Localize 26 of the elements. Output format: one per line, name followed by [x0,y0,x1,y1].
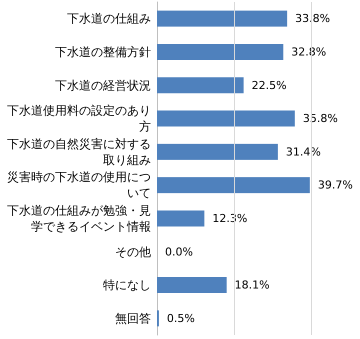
y-tick-label: 下水道の自然災害に対する取り組み [7,136,151,167]
y-tick-label: 無回答 [115,311,151,326]
y-tick-label: 下水道使用料の設定のあり方 [7,104,151,134]
data-label: 33.8% [295,12,330,26]
y-tick-label: 下水道の整備方針 [55,44,151,59]
bar [157,210,204,226]
bar [157,44,284,60]
data-label: 0.5% [166,312,195,325]
bar [157,77,244,94]
bar [157,277,227,294]
data-label: 18.1% [234,278,270,292]
y-tick-label: 下水道の仕組みが勉強・見学できるイベント情報 [7,203,151,234]
data-label: 39.7% [318,178,353,192]
data-label: 0.0% [165,245,193,258]
y-tick-label: 特になし [103,278,151,292]
data-label: 22.5% [252,78,287,92]
bar [157,110,295,127]
y-tick-label: 下水道の経営状況 [55,78,151,92]
y-tick-label: 災害時の下水道の使用について [7,170,151,200]
data-label: 31.4% [286,145,321,158]
y-tick-label: 下水道の仕組み [67,12,151,26]
bar [157,177,310,194]
bar [157,144,278,160]
data-label: 32.8% [291,45,326,58]
bar [157,10,288,27]
y-tick-label: その他 [115,244,151,259]
